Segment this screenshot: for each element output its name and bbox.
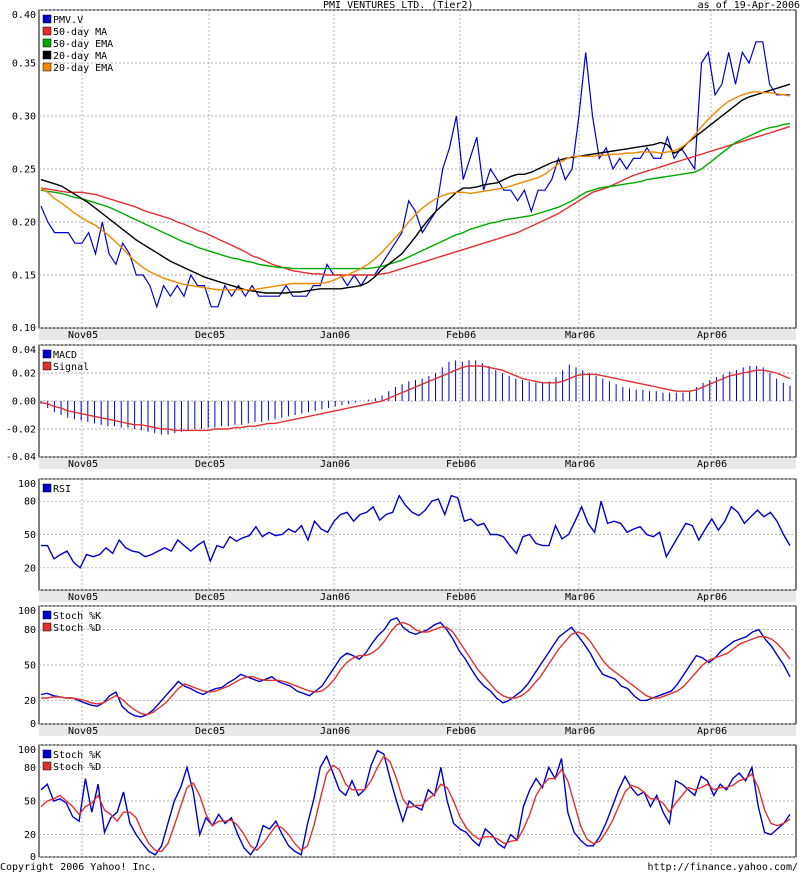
y-tick-label: 50 [24,797,36,808]
month-label: Nov05 [68,726,98,737]
y-tick-label: 0 [30,719,36,730]
y-tick-label: 100 [18,606,36,617]
month-label: Mar06 [565,592,595,603]
y-tick-label: 80 [24,763,36,774]
y-tick-label: 0.10 [12,323,36,334]
legend-label: Stoch %D [53,623,101,634]
month-label: Feb06 [446,726,476,737]
y-tick-label: 80 [24,625,36,636]
y-tick-label: 100 [18,479,36,490]
as-of-date: as of 19-Apr-2006 [697,0,800,11]
series-line-rsi [41,494,791,569]
month-label: Nov05 [68,592,98,603]
month-label: Feb06 [446,592,476,603]
month-label: Jan06 [320,726,350,737]
chart-title: PMI VENTURES LTD. (Tier2) [323,0,474,11]
legend-label: Stoch %D [53,762,101,773]
series-line-20-day-ma [40,83,791,294]
legend-swatch [42,14,52,24]
series-line-stoch-k [40,616,791,718]
legend-label: 20-day EMA [53,63,113,74]
legend-label: 20-day MA [53,51,107,62]
legend-label: RSI [53,484,71,495]
legend-swatch [42,761,52,771]
y-tick-label: 0.00 [12,397,36,408]
month-label: Mar06 [565,459,595,470]
y-tick-label: 0.30 [12,112,36,123]
legend-swatch [42,62,52,72]
month-label: Jan06 [320,330,350,341]
legend-swatch [42,622,52,632]
y-tick-label: 0.04 [12,345,36,356]
series-line-stoch-d [41,621,791,716]
month-axis-band [39,590,796,602]
month-axis-band [39,457,796,469]
panel-price: 0.10 0.15 0.20 0.25 0.30 0.35 0.40 Nov05 Dec05 Ja… [12,9,797,341]
month-label: Nov05 [68,330,98,341]
legend-swatch [42,38,52,48]
month-label: Mar06 [565,330,595,341]
month-label: Dec05 [195,330,225,341]
month-label: Apr06 [697,459,727,470]
month-label: Feb06 [446,330,476,341]
legend-label: MACD [53,350,77,361]
panel-stoch_slow: 0 20 50 80 100 Nov05 Dec05 Jan06 Feb06 Mar06 Apr06… [18,605,797,737]
series-line-stoch-d [40,755,791,853]
legend-swatch [42,50,52,60]
month-label: Dec05 [195,726,225,737]
panel-macd: -0.04 -0.02 0.00 0.02 0.04 Nov05 Dec05 Jan06 Feb… [6,344,797,470]
month-label: Dec05 [195,592,225,603]
y-tick-label: 0.25 [12,165,36,176]
month-label: Apr06 [697,592,727,603]
y-tick-label: 50 [24,661,36,672]
y-tick-label: 20 [24,696,36,707]
y-tick-label: 20 [24,563,36,574]
legend-label: 50-day EMA [53,39,113,50]
y-tick-label: -0.04 [6,452,36,463]
legend-swatch [42,749,52,759]
series-line-stoch-k [40,749,791,856]
y-tick-label: 0.35 [12,59,36,70]
series-line-50-day-ema [40,122,791,270]
y-tick-label: 80 [24,497,36,508]
month-label: Feb06 [446,459,476,470]
month-label: Apr06 [697,330,727,341]
y-tick-label: 0.15 [12,271,36,282]
month-label: Apr06 [697,726,727,737]
legend-label: Stoch %K [53,750,101,761]
legend-swatch [42,483,52,493]
series-line-50-day-ma [40,125,791,276]
source-url[interactable]: http://finance.yahoo.com/ [647,862,798,873]
series-line-20-day-ema [40,90,791,291]
legend-label: 50-day MA [53,27,107,38]
month-label: Jan06 [320,592,350,603]
series-line-signal [40,365,791,432]
y-tick-label: 0.02 [12,369,36,380]
legend-swatch [42,361,52,371]
y-tick-label: 100 [18,745,36,756]
month-label: Nov05 [68,459,98,470]
legend-label: PMV.V [53,15,83,26]
y-tick-label: 0.40 [12,10,36,21]
legend-swatch [42,349,52,359]
month-label: Mar06 [565,726,595,737]
legend-label: Stoch %K [53,611,101,622]
y-tick-label: 0 [30,852,36,863]
legend-swatch [42,26,52,36]
legend-swatch [42,610,52,620]
y-tick-label: 0.20 [12,218,36,229]
y-tick-label: 20 [24,830,36,841]
panel-rsi: 20 50 80 100 Nov05 Dec05 Jan06 Feb06 Mar06 Apr06 R… [18,478,797,603]
month-axis-band [39,724,796,736]
legend-label: Signal [53,362,89,373]
month-axis-band [39,328,796,340]
month-label: Dec05 [195,459,225,470]
month-label: Jan06 [320,459,350,470]
copyright-text: Copyright 2006 Yahoo! Inc. [0,862,157,873]
y-tick-label: 50 [24,530,36,541]
y-tick-label: -0.02 [6,425,36,436]
